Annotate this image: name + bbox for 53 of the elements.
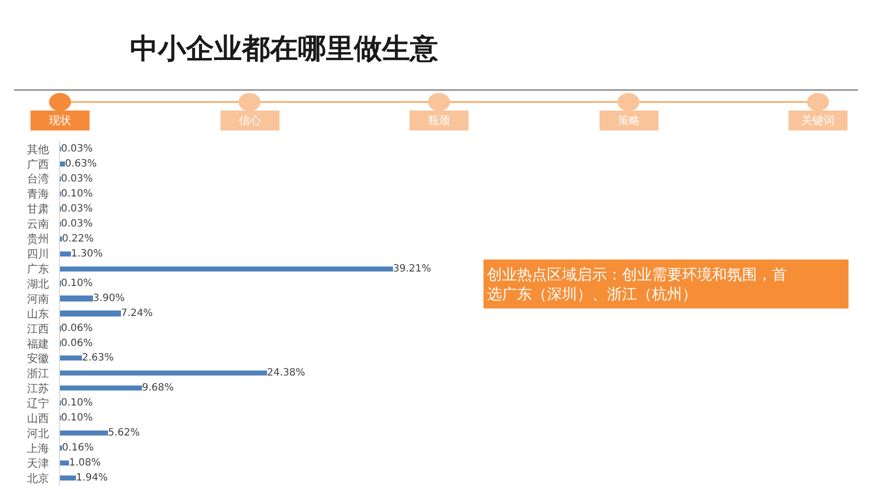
data-label: 5.62%	[108, 428, 140, 438]
text: 关键词	[802, 114, 834, 127]
y-tick-label: 北京	[26, 472, 49, 485]
text: 策略	[618, 114, 640, 127]
data-label: 0.03%	[61, 174, 93, 184]
y-tick-label: 云南	[26, 218, 49, 231]
data-label: 0.03%	[61, 144, 93, 154]
y-tick-label: 江西	[26, 322, 49, 336]
y-tick-label: 辽宁	[26, 397, 49, 410]
data-label: 7.24%	[121, 308, 153, 319]
y-tick-label: 台湾	[26, 172, 49, 186]
y-tick-label: 山东	[26, 307, 49, 320]
data-label: 9.68%	[142, 382, 174, 394]
data-label: 1.30%	[71, 248, 103, 260]
y-tick-label: 福建	[26, 337, 49, 350]
y-tick-label: 江苏	[26, 382, 49, 396]
data-label: 0.03%	[61, 218, 93, 230]
data-label: 0.10%	[61, 278, 93, 289]
y-tick-label: 广东	[26, 262, 49, 276]
data-label: 0.03%	[61, 204, 93, 214]
y-tick-label: 上海	[26, 442, 49, 455]
text: 创业热点区域启示：创业需要环境和氛围，首选广东（深圳）、浙江（杭州）	[487, 265, 787, 303]
y-tick-label: 四川	[26, 248, 49, 261]
y-tick-label: 其他	[26, 142, 49, 156]
chart-title: 中小企业都在哪里做生意	[130, 32, 439, 65]
y-tick-label: 天津	[26, 456, 49, 470]
y-tick-label: 贵州	[26, 232, 49, 246]
data-label: 1.94%	[76, 472, 108, 484]
data-label: 1.08%	[69, 458, 101, 468]
y-tick-label: 湖北	[26, 277, 49, 290]
data-label: 0.10%	[61, 412, 93, 424]
data-label: 39.21%	[393, 264, 432, 274]
y-tick-label: 青海	[26, 188, 49, 201]
text: 瓶颈	[428, 114, 450, 127]
data-label: 0.16%	[62, 442, 94, 454]
data-label: 0.06%	[61, 323, 93, 334]
text: 信心	[239, 114, 261, 127]
data-label: 2.63%	[82, 352, 114, 364]
y-tick-label: 安徽	[26, 352, 49, 366]
y-tick-label: 山西	[26, 412, 49, 426]
data-label: 0.63%	[65, 158, 97, 170]
data-label: 0.22%	[62, 234, 94, 244]
y-tick-label: 河北	[26, 427, 49, 440]
data-label: 0.10%	[61, 398, 93, 408]
text: 现状	[49, 114, 71, 127]
y-tick-label: 浙江	[26, 367, 49, 380]
y-tick-label: 河南	[26, 292, 49, 306]
y-tick-label: 广西	[26, 158, 49, 171]
data-label: 0.06%	[61, 338, 93, 349]
y-tick-label: 甘肃	[26, 202, 49, 216]
data-label: 24.38%	[267, 368, 306, 378]
data-label: 0.10%	[61, 188, 93, 200]
data-label: 3.90%	[93, 293, 125, 304]
